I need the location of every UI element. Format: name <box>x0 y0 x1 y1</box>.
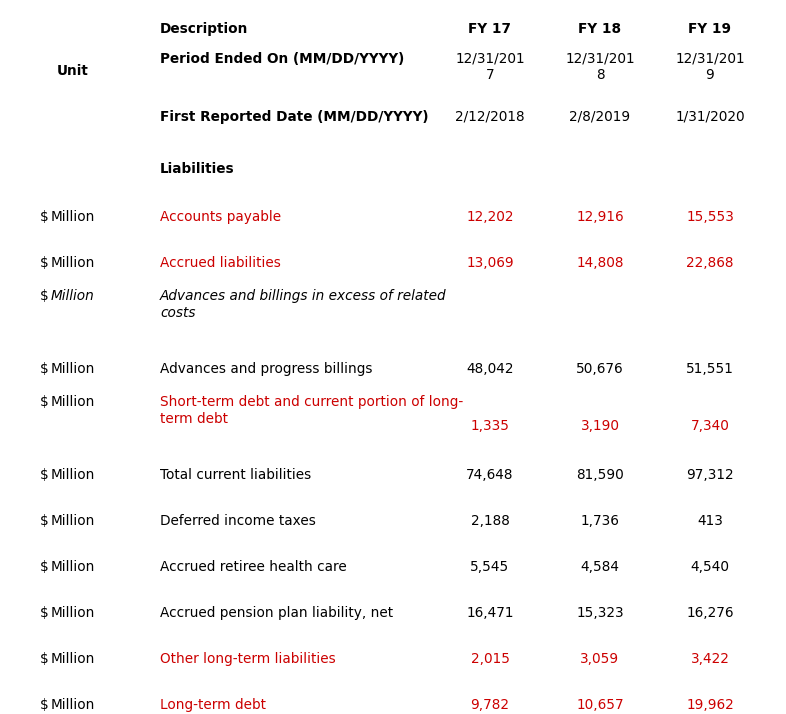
Text: Advances and progress billings: Advances and progress billings <box>160 362 373 376</box>
Text: 1,736: 1,736 <box>581 514 619 528</box>
Text: Liabilities: Liabilities <box>160 162 235 176</box>
Text: 3,059: 3,059 <box>580 652 619 666</box>
Text: Million: Million <box>51 606 95 620</box>
Text: FY 18: FY 18 <box>578 22 622 36</box>
Text: Period Ended On (MM/DD/YYYY): Period Ended On (MM/DD/YYYY) <box>160 52 404 66</box>
Text: 97,312: 97,312 <box>686 468 734 482</box>
Text: $: $ <box>40 289 49 303</box>
Text: $: $ <box>40 210 49 224</box>
Text: 16,471: 16,471 <box>466 606 514 620</box>
Text: 16,276: 16,276 <box>686 606 734 620</box>
Text: Million: Million <box>51 395 95 409</box>
Text: 19,962: 19,962 <box>686 698 734 712</box>
Text: FY 19: FY 19 <box>689 22 732 36</box>
Text: Accrued retiree health care: Accrued retiree health care <box>160 560 347 574</box>
Text: 9,782: 9,782 <box>471 698 509 712</box>
Text: $: $ <box>40 652 49 666</box>
Text: 3,422: 3,422 <box>691 652 729 666</box>
Text: 81,590: 81,590 <box>576 468 624 482</box>
Text: Short-term debt and current portion of long-
term debt: Short-term debt and current portion of l… <box>160 395 463 426</box>
Text: FY 17: FY 17 <box>468 22 512 36</box>
Text: 48,042: 48,042 <box>466 362 514 376</box>
Text: Million: Million <box>51 468 95 482</box>
Text: 12,202: 12,202 <box>466 210 514 224</box>
Text: 1/31/2020: 1/31/2020 <box>675 110 745 124</box>
Text: 15,323: 15,323 <box>576 606 624 620</box>
Text: 2/12/2018: 2/12/2018 <box>455 110 525 124</box>
Text: $: $ <box>40 514 49 528</box>
Text: Long-term debt: Long-term debt <box>160 698 266 712</box>
Text: Advances and billings in excess of related
costs: Advances and billings in excess of relat… <box>160 289 446 321</box>
Text: 2,015: 2,015 <box>471 652 509 666</box>
Text: Accrued liabilities: Accrued liabilities <box>160 256 281 270</box>
Text: $: $ <box>40 256 49 270</box>
Text: Deferred income taxes: Deferred income taxes <box>160 514 316 528</box>
Text: Million: Million <box>51 514 95 528</box>
Text: Description: Description <box>160 22 248 36</box>
Text: Total current liabilities: Total current liabilities <box>160 468 311 482</box>
Text: 12/31/201
8: 12/31/201 8 <box>565 52 635 82</box>
Text: $: $ <box>40 362 49 376</box>
Text: 4,540: 4,540 <box>690 560 729 574</box>
Text: 4,584: 4,584 <box>581 560 619 574</box>
Text: 15,553: 15,553 <box>686 210 734 224</box>
Text: 10,657: 10,657 <box>576 698 624 712</box>
Text: 1,335: 1,335 <box>471 419 509 433</box>
Text: 14,808: 14,808 <box>576 256 624 270</box>
Text: First Reported Date (MM/DD/YYYY): First Reported Date (MM/DD/YYYY) <box>160 110 428 124</box>
Text: 50,676: 50,676 <box>576 362 624 376</box>
Text: $: $ <box>40 606 49 620</box>
Text: Million: Million <box>51 560 95 574</box>
Text: Accrued pension plan liability, net: Accrued pension plan liability, net <box>160 606 393 620</box>
Text: Million: Million <box>51 362 95 376</box>
Text: 413: 413 <box>697 514 723 528</box>
Text: Million: Million <box>51 698 95 712</box>
Text: 12,916: 12,916 <box>576 210 624 224</box>
Text: Million: Million <box>51 289 95 303</box>
Text: Unit: Unit <box>57 64 89 78</box>
Text: Million: Million <box>51 210 95 224</box>
Text: 12/31/201
9: 12/31/201 9 <box>675 52 745 82</box>
Text: Million: Million <box>51 256 95 270</box>
Text: 7,340: 7,340 <box>691 419 729 433</box>
Text: 22,868: 22,868 <box>686 256 734 270</box>
Text: Other long-term liabilities: Other long-term liabilities <box>160 652 336 666</box>
Text: 2,188: 2,188 <box>471 514 509 528</box>
Text: 3,190: 3,190 <box>581 419 619 433</box>
Text: $: $ <box>40 698 49 712</box>
Text: 2/8/2019: 2/8/2019 <box>569 110 630 124</box>
Text: $: $ <box>40 395 49 409</box>
Text: Million: Million <box>51 652 95 666</box>
Text: 51,551: 51,551 <box>686 362 734 376</box>
Text: 12/31/201
7: 12/31/201 7 <box>455 52 525 82</box>
Text: Accounts payable: Accounts payable <box>160 210 281 224</box>
Text: 74,648: 74,648 <box>466 468 514 482</box>
Text: 13,069: 13,069 <box>466 256 514 270</box>
Text: 5,545: 5,545 <box>470 560 509 574</box>
Text: $: $ <box>40 468 49 482</box>
Text: $: $ <box>40 560 49 574</box>
